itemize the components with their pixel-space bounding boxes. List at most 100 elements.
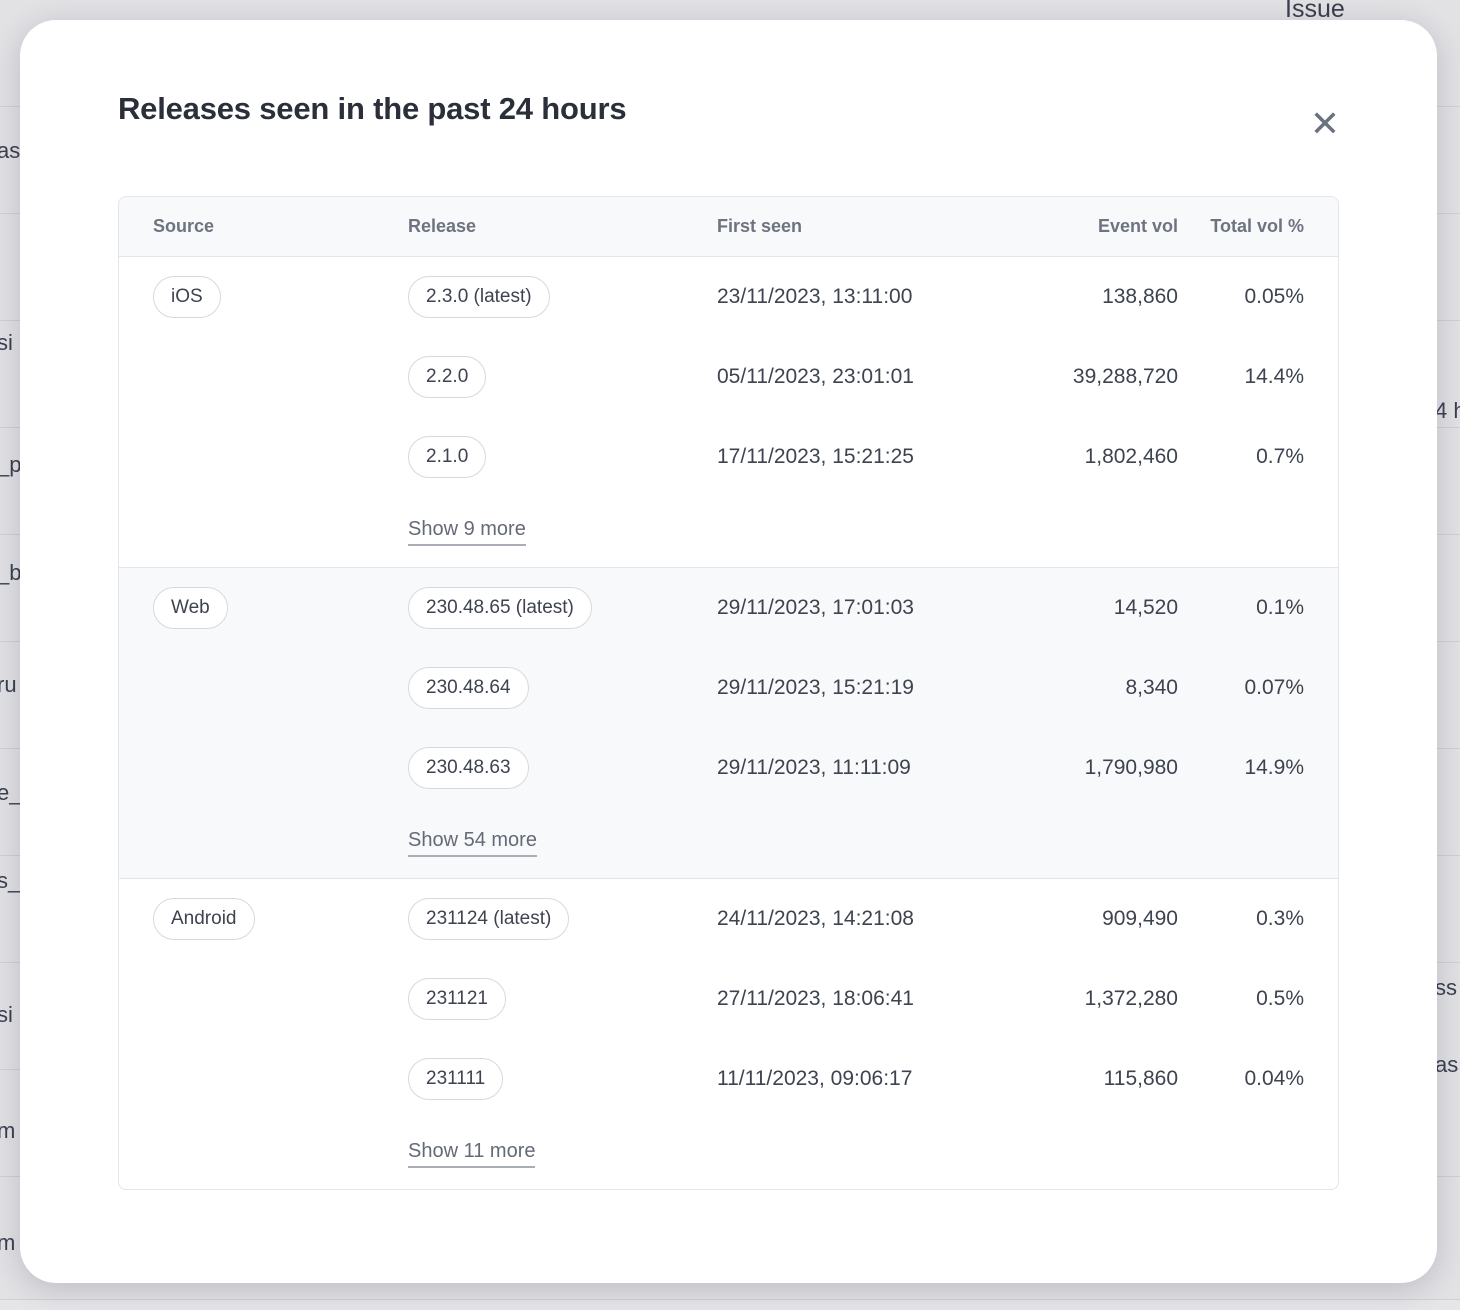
- fragment-text: as: [1437, 1052, 1459, 1077]
- release-cell: 2.1.0: [408, 417, 717, 497]
- show-more-link[interactable]: Show 9 more: [408, 518, 526, 546]
- event-vol-cell: 39,288,720: [1072, 365, 1178, 388]
- source-badge: Web: [153, 568, 408, 648]
- source-badge: iOS: [153, 257, 408, 337]
- fragment-text: m: [0, 1118, 16, 1143]
- table-header-row: Source Release First seen Event vol Tota…: [119, 197, 1338, 257]
- event-vol-cell: 115,860: [1103, 1067, 1178, 1090]
- release-cell: 2.2.0: [408, 337, 717, 417]
- fragment-text: si: [0, 330, 13, 355]
- release-pill: 231124 (latest): [408, 898, 570, 940]
- event-vol-cell: 909,490: [1102, 907, 1178, 930]
- total-vol-cell: 14.4%: [1244, 365, 1304, 388]
- release-pill: 230.48.64: [408, 667, 529, 709]
- fragment-text: ss: [1437, 975, 1457, 1000]
- show-more-cell: Show 54 more: [408, 808, 717, 878]
- fragment-text: m: [0, 1230, 16, 1255]
- total-vol-cell: 0.1%: [1256, 596, 1304, 619]
- release-cell: 231124 (latest): [408, 879, 717, 959]
- background-text-fragment: m: [0, 1118, 20, 1144]
- background-page-bottom-strip: [0, 1283, 1460, 1310]
- source-group-ios: iOS 2.3.0 (latest) 23/11/2023, 13:11:00 …: [119, 257, 1338, 567]
- release-pill: 231111: [408, 1058, 504, 1100]
- release-cell: 2.3.0 (latest): [408, 257, 717, 337]
- background-text-fragment: Issue: [1285, 0, 1345, 23]
- column-header-source: Source: [153, 216, 215, 236]
- background-text-fragment: ru: [0, 672, 20, 698]
- show-more-cell: Show 11 more: [408, 1119, 717, 1189]
- first-seen-cell: 24/11/2023, 14:21:08: [717, 907, 914, 930]
- background-text-fragment: as: [1437, 1052, 1460, 1078]
- background-text-fragment: _b: [0, 560, 20, 586]
- first-seen-cell: 29/11/2023, 15:21:19: [717, 676, 914, 699]
- first-seen-cell: 17/11/2023, 15:21:25: [717, 445, 914, 468]
- first-seen-cell: 23/11/2023, 13:11:00: [717, 285, 913, 308]
- background-text-fragment: 4 h: [1437, 398, 1460, 424]
- release-cell: 231111: [408, 1039, 717, 1119]
- fragment-text: s_a: [0, 868, 20, 893]
- total-vol-cell: 0.07%: [1244, 676, 1304, 699]
- release-pill: 2.1.0: [408, 436, 487, 478]
- releases-table: Source Release First seen Event vol Tota…: [118, 196, 1339, 1190]
- release-pill: 2.3.0 (latest): [408, 276, 550, 318]
- background-text-fragment: s_a: [0, 868, 20, 894]
- column-header-release: Release: [408, 216, 477, 236]
- background-text-fragment: as: [0, 138, 20, 164]
- modal-title: Releases seen in the past 24 hours: [118, 91, 627, 126]
- first-seen-cell: 29/11/2023, 11:11:09: [717, 756, 911, 779]
- fragment-text: _b: [0, 560, 20, 585]
- event-vol-cell: 1,802,460: [1084, 445, 1178, 468]
- event-vol-cell: 8,340: [1125, 676, 1178, 699]
- event-vol-cell: 14,520: [1113, 596, 1178, 619]
- total-vol-cell: 0.7%: [1256, 445, 1304, 468]
- column-header-first-seen: First seen: [717, 216, 803, 236]
- first-seen-cell: 29/11/2023, 17:01:03: [717, 596, 914, 619]
- total-vol-cell: 14.9%: [1244, 756, 1304, 779]
- fragment-text: ru: [0, 672, 17, 697]
- release-pill: 2.2.0: [408, 356, 487, 398]
- column-header-total-vol: Total vol %: [1210, 216, 1304, 236]
- total-vol-cell: 0.04%: [1244, 1067, 1304, 1090]
- release-pill: 230.48.63: [408, 747, 529, 789]
- background-text-fragment: si: [0, 330, 20, 356]
- release-cell: 231121: [408, 959, 717, 1039]
- event-vol-cell: 138,860: [1102, 285, 1178, 308]
- first-seen-cell: 27/11/2023, 18:06:41: [717, 987, 914, 1010]
- source-pill: Web: [153, 587, 228, 629]
- source-group-web: Web 230.48.65 (latest) 29/11/2023, 17:01…: [119, 567, 1338, 878]
- source-pill: iOS: [153, 276, 221, 318]
- total-vol-cell: 0.05%: [1244, 285, 1304, 308]
- release-cell: 230.48.64: [408, 648, 717, 728]
- fragment-text: e_: [0, 780, 20, 805]
- fragment-text: _p: [0, 452, 20, 477]
- fragment-text: as: [0, 138, 20, 163]
- release-cell: 230.48.63: [408, 728, 717, 808]
- background-text-fragment: m: [0, 1230, 20, 1256]
- fragment-text: si: [0, 1002, 13, 1027]
- background-text-fragment: si: [0, 1002, 20, 1028]
- close-icon[interactable]: ✕: [1301, 100, 1349, 148]
- background-text-fragment: _p: [0, 452, 20, 478]
- background-page-right-strip: [1437, 0, 1460, 1310]
- column-header-event-vol: Event vol: [1097, 216, 1178, 236]
- source-pill: Android: [153, 898, 255, 940]
- total-vol-cell: 0.3%: [1256, 907, 1304, 930]
- release-cell: 230.48.65 (latest): [408, 568, 717, 648]
- release-pill: 230.48.65 (latest): [408, 587, 592, 629]
- source-badge: Android: [153, 879, 408, 959]
- background-text-fragment: ss: [1437, 975, 1460, 1001]
- event-vol-cell: 1,790,980: [1084, 756, 1178, 779]
- release-pill: 231121: [408, 978, 506, 1020]
- first-seen-cell: 05/11/2023, 23:01:01: [717, 365, 914, 388]
- total-vol-cell: 0.5%: [1256, 987, 1304, 1010]
- show-more-cell: Show 9 more: [408, 497, 717, 567]
- first-seen-cell: 11/11/2023, 09:06:17: [717, 1067, 913, 1090]
- show-more-link[interactable]: Show 11 more: [408, 1140, 536, 1168]
- source-group-android: Android 231124 (latest) 24/11/2023, 14:2…: [119, 878, 1338, 1189]
- event-vol-cell: 1,372,280: [1084, 987, 1178, 1010]
- show-more-link[interactable]: Show 54 more: [408, 829, 537, 857]
- releases-modal: Releases seen in the past 24 hours ✕ Sou…: [20, 20, 1437, 1283]
- background-page-left-strip: [0, 0, 20, 1310]
- fragment-text: 4 h: [1437, 398, 1460, 423]
- background-text-fragment: e_: [0, 780, 20, 806]
